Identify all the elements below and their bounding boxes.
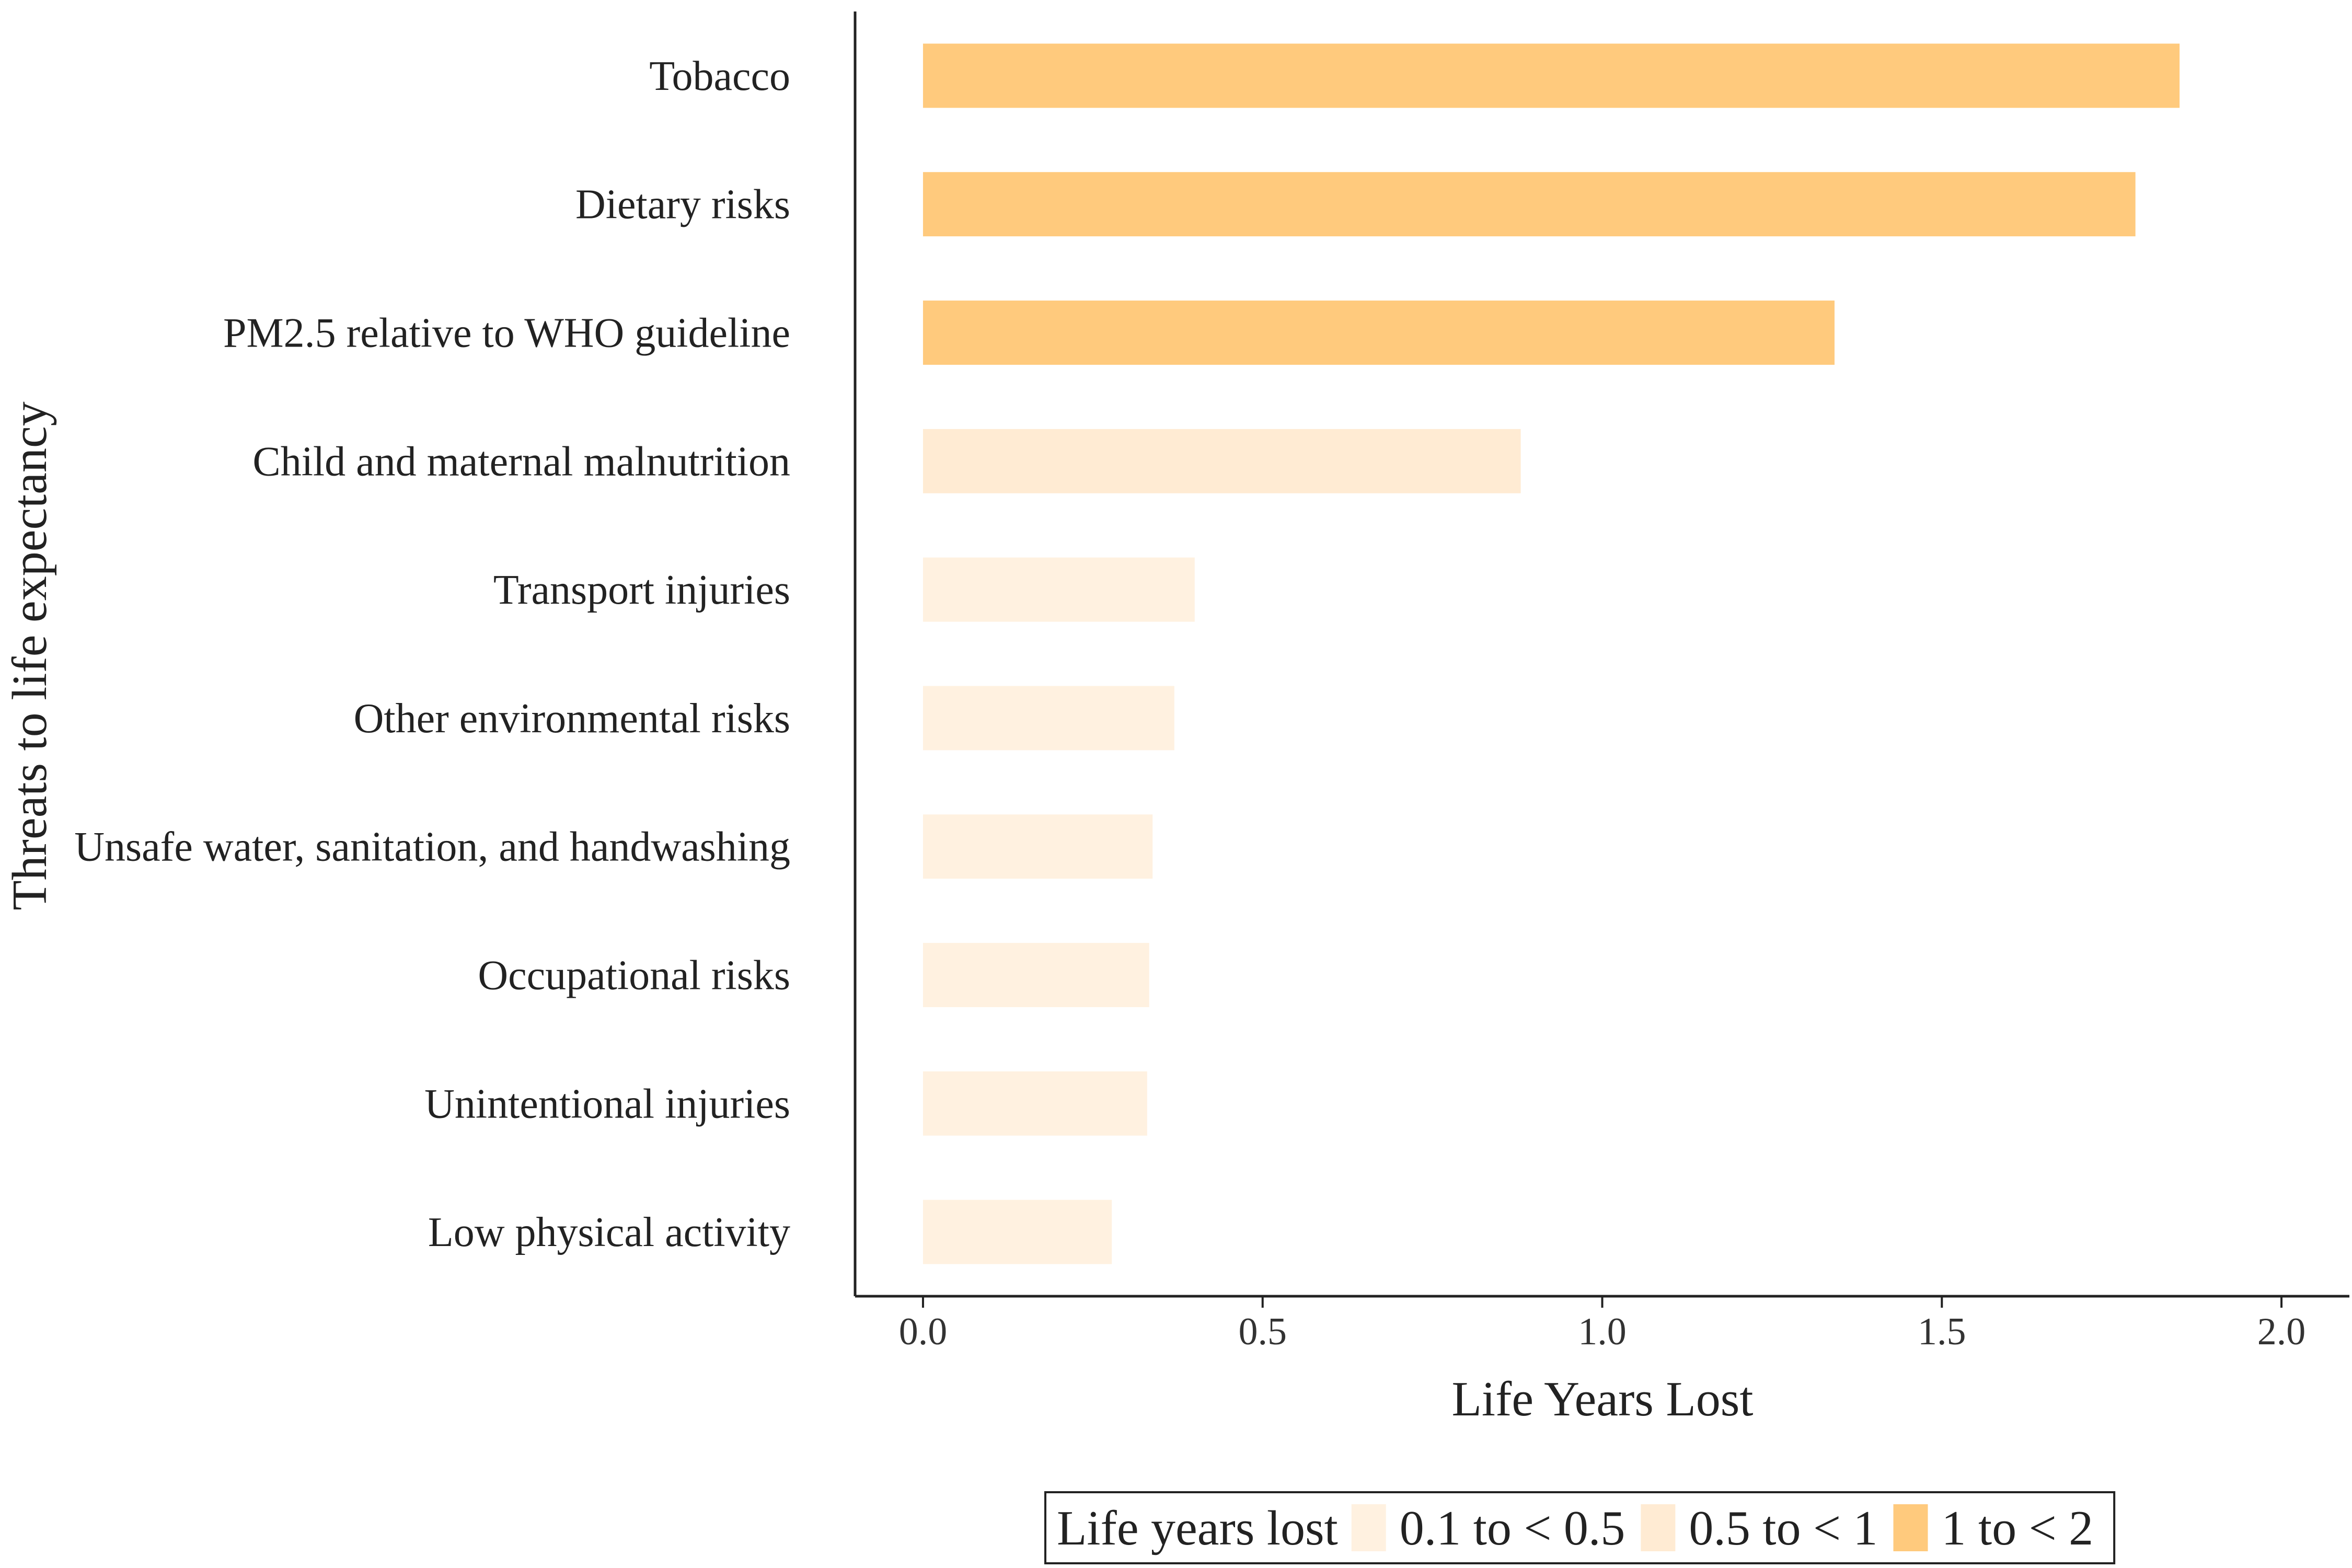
legend-box — [1044, 1491, 2116, 1564]
category-label: Other environmental risks — [354, 696, 790, 742]
x-tick-label: 1.5 — [1918, 1310, 1966, 1353]
category-labels: Tobacco Dietary risks PM2.5 relative to WH… — [74, 53, 790, 1255]
bar — [923, 557, 1195, 622]
bars — [923, 43, 2180, 1264]
legend-label: 0.1 to < 0.5 — [1400, 1501, 1625, 1555]
x-ticks: 0.0 0.5 1.0 1.5 2.0 — [899, 1296, 2306, 1353]
x-axis-title: Life Years Lost — [1452, 1372, 1754, 1426]
bar — [923, 1200, 1112, 1264]
category-label: Dietary risks — [575, 182, 790, 228]
bar — [923, 301, 1835, 365]
bar — [923, 43, 2180, 108]
bar — [923, 172, 2136, 237]
bar — [923, 686, 1174, 751]
x-tick-label: 0.0 — [899, 1310, 948, 1353]
bar — [923, 1071, 1147, 1136]
category-label: PM2.5 relative to WHO guideline — [223, 310, 790, 356]
legend-key — [1351, 1504, 1386, 1551]
legend: Life years lost 0.1 to < 0.5 0.5 to < 1 1 … — [1044, 1491, 2116, 1564]
category-label: Unsafe water, sanitation, and handwashin… — [74, 824, 790, 870]
legend-label: 1 to < 2 — [1941, 1501, 2093, 1555]
legend-key — [1893, 1504, 1928, 1551]
x-tick-label: 1.0 — [1578, 1310, 1627, 1353]
legend-key — [1641, 1504, 1676, 1551]
legend-title: Life years lost — [1057, 1501, 1338, 1555]
bar — [923, 943, 1149, 1007]
category-label: Child and maternal malnutrition — [252, 439, 790, 485]
bar — [923, 429, 1521, 493]
x-tick-label: 0.5 — [1238, 1310, 1287, 1353]
legend-label: 0.5 to < 1 — [1689, 1501, 1877, 1555]
category-label: Occupational risks — [478, 953, 790, 999]
y-axis-title: Threats to life expectancy — [3, 401, 57, 910]
category-label: Tobacco — [649, 53, 790, 99]
x-tick-label: 2.0 — [2257, 1310, 2306, 1353]
bar — [923, 814, 1153, 879]
category-label: Low physical activity — [428, 1209, 790, 1255]
category-label: Unintentional injuries — [424, 1081, 790, 1127]
category-label: Transport injuries — [493, 567, 790, 613]
